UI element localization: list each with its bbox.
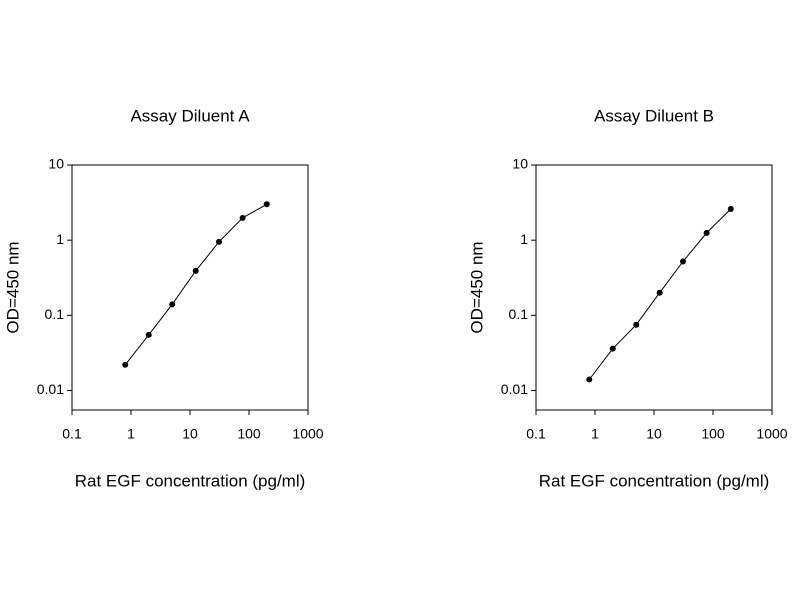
x-tick-label: 100 [237, 426, 261, 442]
data-point [703, 229, 710, 236]
y-tick-label: 0.1 [509, 306, 529, 322]
data-point [122, 361, 129, 368]
data-point [192, 267, 199, 274]
y-axis-label: OD=450 nm [467, 241, 486, 333]
plot-frame [535, 164, 773, 411]
data-point [586, 376, 593, 383]
data-point [239, 214, 246, 221]
x-tick-label: 1000 [292, 426, 323, 442]
data-point [727, 205, 734, 212]
chart: Assay Diluent A Rat EGF concentration (pg… [3, 106, 323, 490]
data-point [633, 321, 640, 328]
plot-frame [71, 164, 309, 411]
x-tick-label: 10 [646, 426, 662, 442]
y-tick-label: 1 [56, 231, 64, 247]
data-point [145, 331, 152, 338]
x-tick-label: 1 [591, 426, 599, 442]
data-point [679, 258, 686, 265]
y-tick-label: 10 [512, 156, 528, 172]
x-tick-label: 10 [182, 426, 198, 442]
chart-title: Assay Diluent B [594, 106, 714, 125]
data-point [169, 301, 176, 308]
data-point [609, 345, 616, 352]
x-axis-label: Rat EGF concentration (pg/ml) [539, 471, 770, 490]
x-axis-label: Rat EGF concentration (pg/ml) [75, 471, 306, 490]
y-axis-label: OD=450 nm [3, 241, 22, 333]
chart-title: Assay Diluent A [130, 106, 250, 125]
data-point [215, 238, 222, 245]
y-tick-label: 0.01 [37, 381, 64, 397]
y-tick-label: 0.1 [45, 306, 65, 322]
x-tick-label: 100 [701, 426, 725, 442]
x-tick-label: 0.1 [526, 426, 546, 442]
data-point [656, 289, 663, 296]
data-point [263, 201, 270, 208]
x-tick-label: 1 [127, 426, 135, 442]
y-tick-label: 0.01 [501, 381, 528, 397]
data-line [124, 203, 268, 366]
y-tick-label: 1 [520, 231, 528, 247]
x-tick-label: 1000 [756, 426, 787, 442]
chart: Assay Diluent B Rat EGF concentration (pg… [467, 106, 787, 490]
x-tick-label: 0.1 [62, 426, 82, 442]
y-tick-label: 10 [48, 156, 64, 172]
